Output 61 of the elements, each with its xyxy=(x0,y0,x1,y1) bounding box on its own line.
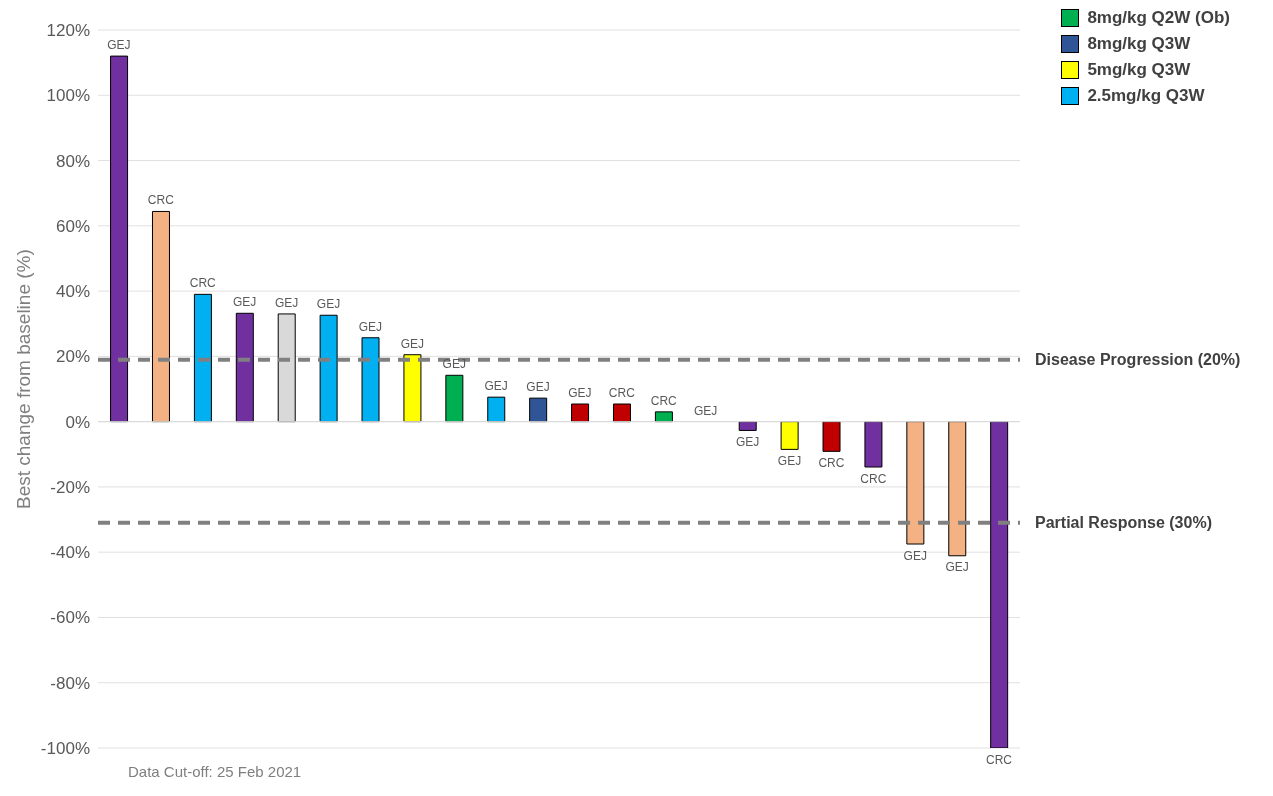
y-axis-title: Best change from baseline (%) xyxy=(12,249,34,509)
y-tick-label: 120% xyxy=(46,21,90,41)
legend-label: 2.5mg/kg Q3W xyxy=(1087,86,1205,106)
y-tick-label: -40% xyxy=(50,543,90,563)
bar xyxy=(529,397,548,423)
y-tick-label: 20% xyxy=(55,347,90,367)
y-tick-label: -20% xyxy=(50,477,90,497)
bar xyxy=(403,354,422,423)
y-tick-label: 100% xyxy=(46,86,90,106)
y-tick-label: -100% xyxy=(40,739,90,759)
data-label: GEJ xyxy=(903,548,927,563)
data-label: CRC xyxy=(986,752,1013,767)
bar xyxy=(864,421,883,468)
data-label: GEJ xyxy=(694,403,718,418)
legend-label: 8mg/kg Q3W xyxy=(1087,34,1191,54)
data-label: CRC xyxy=(650,393,678,408)
bar xyxy=(319,314,338,423)
y-tick-label: 0% xyxy=(65,412,90,432)
data-label: CRC xyxy=(860,471,887,486)
data-label: GEJ xyxy=(316,297,341,312)
legend-label: 5mg/kg Q3W xyxy=(1087,60,1191,80)
bar xyxy=(822,421,841,452)
y-tick-label: 60% xyxy=(55,216,90,236)
bar xyxy=(151,210,170,423)
bar xyxy=(612,403,631,423)
data-label: GEJ xyxy=(777,453,802,468)
data-label: GEJ xyxy=(107,38,131,53)
bar xyxy=(780,421,799,450)
data-label: GEJ xyxy=(400,336,424,351)
bar xyxy=(487,396,506,423)
bar xyxy=(738,421,757,431)
y-tick-label: -80% xyxy=(50,673,90,693)
data-label: GEJ xyxy=(274,295,299,310)
data-label: CRC xyxy=(189,276,217,291)
data-label: CRC xyxy=(608,386,636,401)
bar xyxy=(235,312,254,423)
bar xyxy=(361,337,380,423)
data-label: GEJ xyxy=(526,380,550,395)
text: Data Cut-off: 25 Feb 2021 xyxy=(128,763,302,780)
bar xyxy=(110,55,129,423)
bar xyxy=(654,411,673,423)
bar xyxy=(193,293,212,423)
data-label: GEJ xyxy=(568,386,592,401)
bar xyxy=(906,421,925,545)
bar xyxy=(571,403,590,423)
data-label: GEJ xyxy=(945,560,969,575)
ref-line-label: Disease Progression (20%) xyxy=(1035,351,1241,369)
y-tick-label: 40% xyxy=(55,282,90,302)
data-label: GEJ xyxy=(358,319,383,334)
data-label: GEJ xyxy=(735,434,760,449)
bar xyxy=(948,421,967,557)
ref-line-label: Partial Response (30%) xyxy=(1035,514,1212,532)
data-label: CRC xyxy=(818,455,845,470)
data-label: GEJ xyxy=(484,379,508,394)
y-tick-label: -60% xyxy=(50,608,90,628)
bar xyxy=(445,374,464,423)
data-label: CRC xyxy=(147,193,175,208)
bar xyxy=(990,421,1009,748)
legend-label: 8mg/kg Q2W (Ob) xyxy=(1087,8,1230,28)
y-tick-label: 80% xyxy=(55,151,90,171)
data-label: GEJ xyxy=(233,295,257,310)
